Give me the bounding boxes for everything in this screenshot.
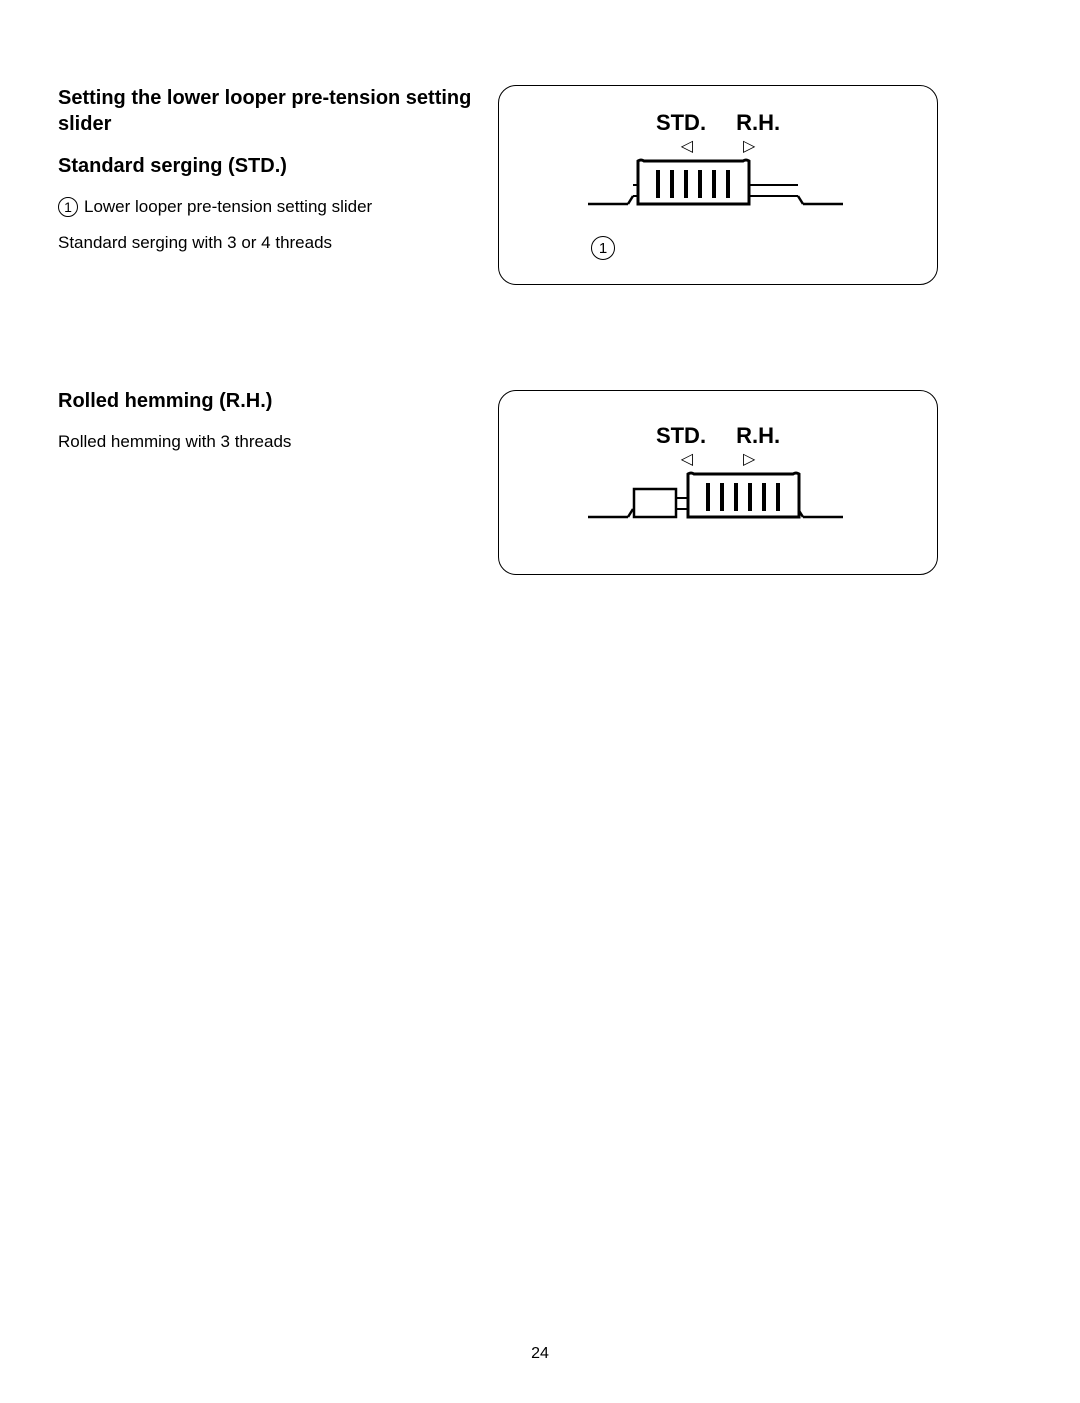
- figure-std: STD. R.H. ◁ ▷: [498, 85, 938, 285]
- callout-text: Lower looper pre-tension setting slider: [84, 196, 372, 218]
- slider-diagram-std: [578, 156, 858, 216]
- section1-text-column: Setting the lower looper pre-tension set…: [58, 85, 478, 268]
- fig-label-rh: R.H.: [736, 110, 780, 136]
- main-heading: Setting the lower looper pre-tension set…: [58, 85, 478, 137]
- figure-rh-labels: STD. R.H.: [499, 423, 937, 449]
- slider-diagram-rh: [578, 469, 858, 529]
- fig-label-rh-2: R.H.: [736, 423, 780, 449]
- figure-callout-number: 1: [591, 236, 615, 260]
- callout-line: 1 Lower looper pre-tension setting slide…: [58, 196, 478, 218]
- body-text-std: Standard serging with 3 or 4 threads: [58, 232, 478, 254]
- arrow-right-icon: ▷: [743, 136, 755, 156]
- section2-text-column: Rolled hemming (R.H.) Rolled hemming wit…: [58, 390, 478, 467]
- figure-rh-inner: STD. R.H. ◁ ▷: [499, 391, 937, 574]
- arrow-right-icon-2: ▷: [743, 449, 755, 469]
- section1-figure-column: STD. R.H. ◁ ▷: [498, 85, 1022, 285]
- callout-number-icon: 1: [58, 197, 78, 217]
- figure-rh: STD. R.H. ◁ ▷: [498, 390, 938, 575]
- fig-label-std: STD.: [656, 110, 706, 136]
- section-standard-serging: Setting the lower looper pre-tension set…: [58, 85, 1022, 285]
- figure-rh-arrows: ◁ ▷: [499, 449, 937, 469]
- arrow-left-icon-2: ◁: [681, 449, 693, 469]
- figure-std-labels: STD. R.H.: [499, 110, 937, 136]
- figure-std-inner: STD. R.H. ◁ ▷: [499, 86, 937, 284]
- fig-label-std-2: STD.: [656, 423, 706, 449]
- section2-figure-column: STD. R.H. ◁ ▷: [498, 390, 1022, 575]
- subheading-rh: Rolled hemming (R.H.): [58, 390, 478, 413]
- section-rolled-hemming: Rolled hemming (R.H.) Rolled hemming wit…: [58, 390, 1022, 575]
- page-number: 24: [531, 1345, 549, 1363]
- body-text-rh: Rolled hemming with 3 threads: [58, 431, 478, 453]
- arrow-left-icon: ◁: [681, 136, 693, 156]
- subheading-std: Standard serging (STD.): [58, 155, 478, 178]
- figure-std-arrows: ◁ ▷: [499, 136, 937, 156]
